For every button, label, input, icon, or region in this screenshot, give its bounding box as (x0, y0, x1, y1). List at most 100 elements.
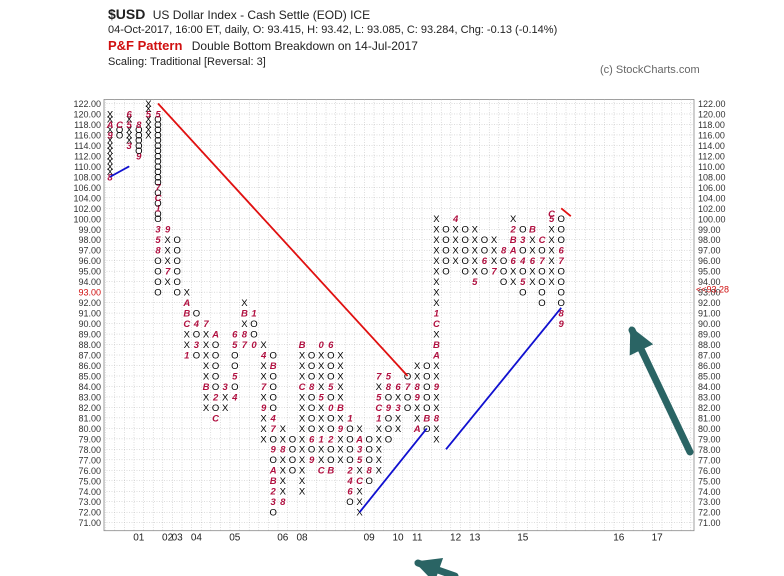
x-mark: X (260, 424, 267, 435)
x-mark: X (376, 466, 383, 477)
o-mark: O (154, 162, 161, 173)
o-mark: O (308, 361, 315, 372)
month-mark: 7 (242, 340, 248, 351)
o-mark: O (423, 361, 430, 372)
x-mark: X (299, 350, 306, 361)
year-label: 16 (613, 533, 625, 544)
x-mark: X (145, 130, 152, 141)
x-mark: X (548, 256, 555, 267)
x-mark: X (337, 382, 344, 393)
month-mark: 2 (346, 466, 353, 477)
x-mark: X (260, 434, 267, 445)
o-mark: O (174, 277, 181, 288)
month-mark: C (548, 209, 555, 220)
o-mark: O (231, 350, 238, 361)
x-mark: X (145, 120, 152, 131)
y-tick-label-right: 84.00 (698, 382, 721, 392)
o-mark: O (462, 225, 469, 236)
o-mark: O (135, 136, 142, 147)
y-tick-label-right: 110.00 (698, 162, 725, 172)
x-mark: X (260, 361, 267, 372)
x-mark: X (510, 214, 517, 225)
resistance-trendline (157, 102, 409, 377)
o-mark: O (538, 298, 545, 309)
o-mark: O (442, 225, 449, 236)
month-mark: 7 (203, 319, 209, 330)
x-mark: X (107, 151, 114, 162)
x-mark: X (337, 413, 344, 424)
x-mark: X (376, 424, 383, 435)
y-tick-label-left: 85.00 (78, 371, 101, 381)
month-mark: 7 (559, 256, 565, 267)
y-tick-label-left: 73.00 (78, 497, 101, 507)
o-mark: O (462, 235, 469, 246)
y-tick-label-right: 91.00 (698, 309, 721, 319)
month-mark: 3 (194, 340, 200, 351)
x-mark: X (203, 371, 210, 382)
month-mark: 9 (386, 403, 392, 414)
x-mark: X (126, 115, 133, 126)
o-mark: O (270, 392, 277, 403)
y-tick-label-right: 73.00 (698, 497, 721, 507)
x-mark: X (318, 382, 325, 393)
month-mark: 9 (261, 403, 267, 414)
month-mark: B (337, 403, 344, 414)
x-mark: X (107, 167, 114, 178)
y-tick-label-right: 97.00 (698, 246, 721, 256)
o-mark: O (154, 209, 161, 220)
y-tick-label-right: 106.00 (698, 183, 726, 193)
x-mark: X (299, 487, 306, 498)
o-mark: O (174, 256, 181, 267)
o-mark: O (154, 146, 161, 157)
year-label: 13 (469, 533, 481, 544)
month-mark: 5 (127, 120, 133, 131)
month-mark: 7 (261, 382, 267, 393)
o-mark: O (442, 235, 449, 246)
month-mark: A (509, 246, 517, 257)
o-mark: O (558, 267, 565, 278)
o-mark: O (289, 434, 296, 445)
month-mark: 8 (242, 329, 248, 340)
o-mark: O (154, 267, 161, 278)
o-mark: O (154, 141, 161, 152)
x-mark: X (376, 445, 383, 456)
o-mark: O (154, 198, 161, 209)
month-mark: 4 (231, 392, 238, 403)
x-mark: X (280, 434, 287, 445)
o-mark: O (404, 392, 411, 403)
month-mark: C (155, 193, 162, 204)
support-trendline (445, 307, 562, 450)
x-mark: X (299, 413, 306, 424)
title-line: $USD US Dollar Index - Cash Settle (EOD)… (108, 6, 768, 22)
month-mark: B (510, 235, 517, 246)
month-mark: 5 (232, 340, 238, 351)
o-mark: O (538, 246, 545, 257)
o-mark: O (346, 434, 353, 445)
month-mark: 0 (251, 340, 257, 351)
o-mark: O (193, 350, 200, 361)
x-mark: X (164, 277, 171, 288)
month-mark: B (203, 382, 210, 393)
y-tick-label-right: 72.00 (698, 508, 721, 518)
x-mark: X (184, 329, 191, 340)
pattern-line: P&F Pattern Double Bottom Breakdown on 1… (108, 38, 768, 53)
x-mark: X (433, 288, 440, 299)
y-tick-label-left: 84.00 (78, 382, 101, 392)
y-tick-label-right: 96.00 (698, 256, 721, 266)
month-mark: 3 (127, 141, 133, 152)
month-mark: A (432, 350, 440, 361)
y-tick-label-left: 78.00 (78, 445, 101, 455)
x-mark: X (107, 109, 114, 120)
x-mark: X (126, 136, 133, 147)
x-mark: X (433, 277, 440, 288)
o-mark: O (154, 277, 161, 288)
month-mark: 9 (415, 392, 421, 403)
y-tick-label-left: 80.00 (78, 424, 101, 434)
y-tick-label-right: 81.00 (698, 413, 721, 423)
x-mark: X (145, 104, 152, 115)
x-mark: X (491, 235, 498, 246)
y-tick-label-right: 71.00 (698, 518, 721, 528)
y-tick-label-left: 88.00 (78, 340, 101, 350)
o-mark: O (538, 277, 545, 288)
month-mark: 6 (530, 256, 536, 267)
